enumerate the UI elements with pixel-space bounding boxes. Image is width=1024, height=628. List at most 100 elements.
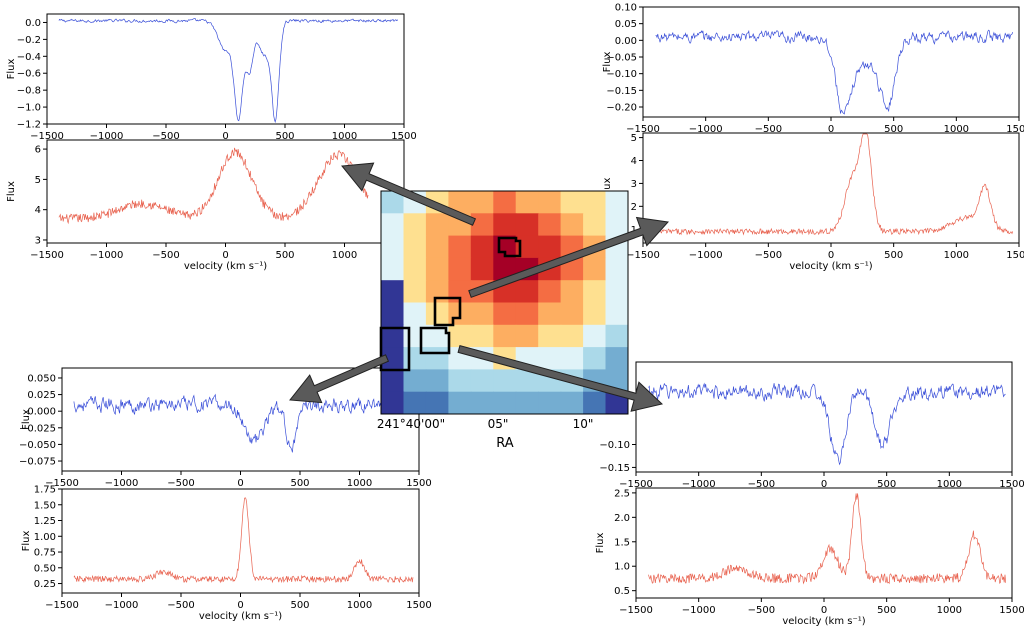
y-tick-label: 1.75 xyxy=(34,485,56,496)
y-tick-label: 1.50 xyxy=(34,500,56,511)
y-tick-label: −1.2 xyxy=(17,120,41,131)
x-tick-label: 1000 xyxy=(347,600,372,611)
x-tick-label: −1000 xyxy=(90,131,124,142)
y-tick-label: −0.4 xyxy=(17,52,41,63)
map-cell xyxy=(470,324,494,348)
map-axis-label: RA xyxy=(496,436,514,451)
spectrum-series-line xyxy=(73,393,414,453)
map-cell xyxy=(381,391,405,414)
x-tick-label: −1500 xyxy=(45,478,79,489)
x-tick-label: −1500 xyxy=(45,600,79,611)
y-tick-label: 3 xyxy=(631,179,637,190)
map-cell xyxy=(583,280,607,304)
y-tick-label: 0.05 xyxy=(615,19,637,30)
x-axis-label: velocity (km s⁻¹) xyxy=(782,616,865,627)
x-tick-label: 1500 xyxy=(999,605,1024,616)
map-cell xyxy=(448,391,472,414)
map-cell xyxy=(403,280,427,304)
arrow-icon xyxy=(341,162,477,226)
y-tick-label: 4 xyxy=(35,205,41,216)
spectrum-panel-tr-top: −1500 −1000 −500 0 500 1000 1500 −0.20 −0.15 −0.1… xyxy=(602,3,1024,136)
map-cell xyxy=(515,280,539,304)
x-tick-label: −1500 xyxy=(619,479,653,490)
map-cell xyxy=(470,235,494,259)
y-tick-label: 2.0 xyxy=(614,513,630,524)
spectrum-panel-tl-bot: −1500−1000−5000500100015003456Fluxveloci… xyxy=(6,139,417,272)
x-tick-label: 1500 xyxy=(391,131,416,142)
y-tick-label: −1.0 xyxy=(17,103,41,114)
x-tick-label: 500 xyxy=(275,131,294,142)
map-cell xyxy=(560,213,584,237)
y-axis-label: Flux xyxy=(6,181,17,202)
map-cell xyxy=(560,191,584,214)
y-axis-label: Flux xyxy=(602,178,613,199)
x-tick-label: 1000 xyxy=(937,605,962,616)
map-frame xyxy=(380,190,629,415)
spectrum-series-line xyxy=(648,493,1007,585)
y-axis-label: Flux xyxy=(21,409,32,430)
x-axis-label: velocity (km s⁻¹) xyxy=(184,261,267,272)
x-tick-label: −500 xyxy=(755,250,782,261)
map-cell xyxy=(515,235,539,259)
y-tick-label: −0.10 xyxy=(606,69,637,80)
spectrum-panel-br-bot: −1500 −1000 −500 0 500 1000 1500 0.5 1.0 1.5 2.0 2.… xyxy=(595,487,1024,627)
map-cell xyxy=(425,302,449,326)
map-tick-label-0: 241°40'00" xyxy=(377,417,445,431)
map-cell xyxy=(605,191,628,214)
map-cell xyxy=(538,213,562,237)
spectrum-series-line xyxy=(655,133,1014,236)
map-cell xyxy=(403,391,427,414)
x-tick-label: 0 xyxy=(222,250,228,261)
y-tick-label: 0.0 xyxy=(25,18,41,29)
map-cell xyxy=(583,302,607,326)
map-cell xyxy=(515,391,539,414)
map-cell xyxy=(403,302,427,326)
panel-frame xyxy=(46,139,405,244)
map-cell xyxy=(493,213,517,237)
map-cell xyxy=(425,257,449,281)
map-cell xyxy=(470,369,494,393)
spectra-panels: −1500 −1000 −500 0 500 1000 1500−1.2−1.0−0.8−0… xyxy=(6,3,1024,628)
x-tick-label: −500 xyxy=(152,131,179,142)
map-cell xyxy=(425,235,449,259)
map-cell xyxy=(381,257,405,281)
y-tick-label: 2.5 xyxy=(614,488,630,499)
map-cell xyxy=(425,324,449,348)
map-cell xyxy=(583,391,607,414)
spectrum-series-line xyxy=(58,18,399,124)
x-tick-label: −1500 xyxy=(619,605,653,616)
map-cell xyxy=(605,213,628,237)
x-tick-label: −1000 xyxy=(105,478,139,489)
x-tick-label: 1000 xyxy=(347,478,372,489)
x-tick-label: 1500 xyxy=(1006,250,1024,261)
y-tick-label: 0.25 xyxy=(34,579,56,590)
x-tick-label: 500 xyxy=(275,250,294,261)
map-cell xyxy=(403,347,427,370)
x-tick-label: 500 xyxy=(884,250,903,261)
map-cell xyxy=(515,302,539,326)
x-tick-label: −1000 xyxy=(682,479,716,490)
y-tick-label: −0.075 xyxy=(19,457,56,468)
y-tick-label: 5 xyxy=(631,133,637,144)
y-tick-label: 0.5 xyxy=(614,586,630,597)
x-tick-label: −500 xyxy=(167,600,194,611)
y-tick-label: 3 xyxy=(35,235,41,246)
map-cell xyxy=(425,213,449,237)
x-tick-label: 0 xyxy=(237,600,243,611)
y-tick-label: −0.05 xyxy=(606,53,637,64)
map-cell xyxy=(470,302,494,326)
y-tick-label: 1.5 xyxy=(614,537,630,548)
map-cell xyxy=(470,391,494,414)
map-cell xyxy=(425,391,449,414)
panel-frame xyxy=(46,13,405,125)
x-tick-label: −500 xyxy=(748,479,775,490)
spectrum-panel-bl-bot: −1500 −1000 −500 0 500 1000 1500 0.25 0.50 0.75 1.… xyxy=(21,485,432,623)
map-cell xyxy=(448,235,472,259)
x-tick-label: 1500 xyxy=(1006,124,1024,135)
x-tick-label: −500 xyxy=(152,250,179,261)
map-cell xyxy=(538,324,562,348)
x-tick-label: 500 xyxy=(290,600,309,611)
map-cell xyxy=(538,235,562,259)
y-tick-label: 0.050 xyxy=(27,373,56,384)
x-tick-label: −500 xyxy=(167,478,194,489)
